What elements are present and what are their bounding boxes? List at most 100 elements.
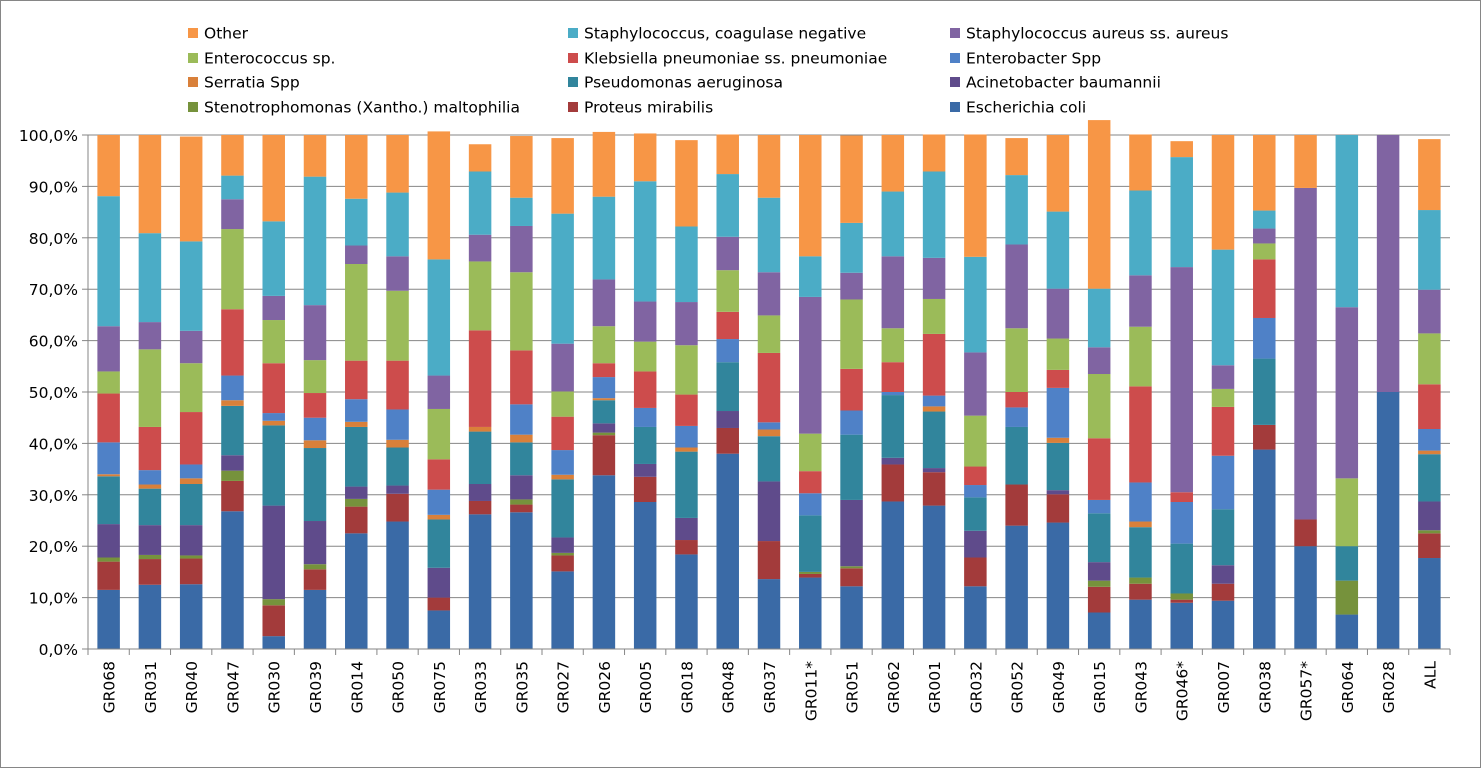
bar-segment [1046, 369, 1070, 388]
y-tick-label: 70,0% [29, 281, 78, 299]
bar-segment [345, 198, 368, 246]
bar-segment [1087, 499, 1111, 514]
bar-segment [427, 459, 451, 490]
bar-segment [1005, 138, 1028, 176]
bar-segment [262, 605, 285, 637]
bar-segment [1294, 135, 1317, 188]
bar-segment [633, 426, 657, 464]
bar-segment [757, 436, 781, 482]
x-tick-label: GR043 [1132, 661, 1150, 713]
bar-segment [303, 135, 327, 177]
bar-segment [964, 557, 987, 587]
bar-segment [303, 564, 327, 570]
legend-swatch [568, 53, 578, 63]
bar-segment [716, 427, 739, 454]
bar-segment [386, 439, 409, 448]
bar-segment [179, 555, 203, 559]
bar-segment [510, 136, 533, 198]
bar-segment [138, 584, 162, 649]
bar-segment [510, 499, 533, 505]
bar-segment [551, 343, 574, 392]
bar-segment [675, 226, 698, 303]
bar-segment [386, 447, 409, 486]
bar-segment [1087, 562, 1111, 581]
legend-label: Stenotrophomonas (Xantho.) maltophilia [204, 99, 520, 117]
bar-segment [179, 484, 203, 526]
bar-segment [716, 270, 739, 312]
bar-segment [922, 298, 946, 334]
x-tick-label: GR031 [142, 661, 160, 713]
bar-segment [1170, 267, 1193, 493]
bar-segment [675, 451, 698, 518]
bar-segment [840, 135, 863, 223]
bar-segment [386, 493, 409, 522]
bar-segment [386, 409, 409, 440]
bar-segment [633, 133, 657, 182]
x-tick-label: ALL [1421, 661, 1439, 689]
x-tick-label: GR033 [472, 661, 490, 713]
bar-segment [427, 259, 451, 376]
bar-segment [97, 196, 120, 327]
legend-swatch [568, 102, 578, 112]
bar-segment [221, 455, 244, 471]
bar-segment [386, 290, 409, 361]
bar-segment [1170, 501, 1193, 544]
bar-segment [303, 569, 327, 590]
x-tick-label: GR027 [555, 661, 573, 713]
legend-label: Klebsiella pneumoniae ss. pneumoniae [584, 50, 887, 68]
bar-segment [262, 135, 285, 222]
bar-segment [1418, 450, 1441, 455]
bar-segment [138, 525, 162, 555]
y-tick-label: 60,0% [29, 333, 78, 351]
bar-segment [1005, 244, 1028, 329]
bar-segment [551, 213, 574, 344]
bar-segment [1046, 490, 1070, 495]
bar-segment [1418, 333, 1441, 385]
bar-segment [633, 371, 657, 408]
bar-segment [97, 524, 120, 558]
bar-segment [551, 474, 574, 480]
bar-segment [1335, 546, 1359, 581]
bar-segment [964, 586, 987, 649]
bar-segment [592, 363, 616, 378]
bar-segment [468, 431, 492, 485]
x-tick-label: GR038 [1256, 661, 1274, 713]
bar-segment [1087, 347, 1111, 375]
bar-segment [97, 589, 120, 649]
bar-segment [303, 176, 327, 306]
bar-segment [1418, 454, 1441, 502]
bar-segment [1129, 583, 1152, 600]
bar-segment [757, 272, 781, 316]
bar-segment [510, 404, 533, 435]
bar-segment [1335, 307, 1359, 479]
y-tick-label: 0,0% [39, 641, 78, 659]
bar-segment [922, 406, 946, 412]
bar-segment [221, 400, 244, 406]
bar-segment [1253, 358, 1276, 425]
bar-segment [633, 341, 657, 372]
bar-segment [138, 470, 162, 485]
bar-segment [427, 597, 451, 611]
bar-segment [675, 140, 698, 227]
bar-segment [1253, 317, 1276, 359]
bar-segment [881, 135, 905, 192]
bar-segment [592, 279, 616, 327]
bar-segment [97, 326, 120, 372]
bar-segment [881, 457, 905, 465]
bar-segment [799, 493, 822, 516]
x-tick-label: GR046* [1174, 661, 1192, 721]
bar-segment [97, 442, 120, 475]
bar-segment [179, 478, 203, 485]
bar-segment [840, 586, 863, 649]
bar-segment [221, 480, 244, 512]
bar-segment [964, 485, 987, 498]
bar-segment [1253, 243, 1276, 260]
bar-segment [262, 295, 285, 321]
bar-segment [840, 368, 863, 411]
legend-swatch [188, 53, 198, 63]
bar-segment [1294, 546, 1317, 649]
bar-segment [757, 429, 781, 437]
bar-segment [221, 309, 244, 376]
bar-segment [1170, 599, 1193, 603]
bar-segment [757, 541, 781, 580]
